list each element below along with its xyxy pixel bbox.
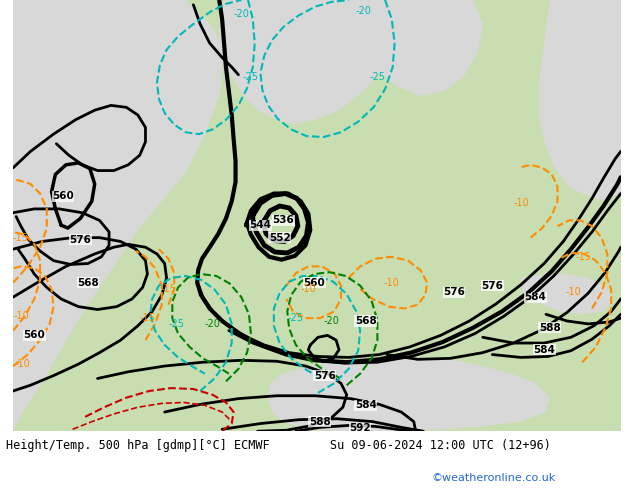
Text: 576: 576 bbox=[481, 281, 503, 291]
Text: Height/Temp. 500 hPa [gdmp][°C] ECMWF: Height/Temp. 500 hPa [gdmp][°C] ECMWF bbox=[6, 440, 270, 452]
Text: -15: -15 bbox=[576, 252, 592, 262]
Text: ©weatheronline.co.uk: ©weatheronline.co.uk bbox=[431, 473, 555, 483]
Text: -10: -10 bbox=[384, 278, 399, 288]
Text: -20: -20 bbox=[205, 319, 221, 329]
Text: -25: -25 bbox=[168, 319, 184, 329]
Text: -10: -10 bbox=[13, 311, 29, 321]
Text: 568: 568 bbox=[77, 278, 99, 288]
Polygon shape bbox=[267, 356, 550, 431]
Text: 568: 568 bbox=[355, 316, 377, 326]
Text: -10: -10 bbox=[566, 287, 581, 297]
Text: 560: 560 bbox=[52, 192, 74, 201]
Text: 592: 592 bbox=[349, 423, 371, 433]
Text: 588: 588 bbox=[539, 323, 560, 333]
Text: Su 09-06-2024 12:00 UTC (12+96): Su 09-06-2024 12:00 UTC (12+96) bbox=[330, 440, 550, 452]
Text: 552: 552 bbox=[269, 233, 290, 243]
Text: -25: -25 bbox=[288, 313, 304, 323]
Polygon shape bbox=[13, 0, 224, 431]
Text: 560: 560 bbox=[303, 278, 325, 288]
Text: -15: -15 bbox=[160, 284, 176, 294]
Text: -10: -10 bbox=[514, 198, 529, 208]
Text: -10: -10 bbox=[15, 359, 30, 369]
Text: 584: 584 bbox=[524, 292, 547, 302]
Text: -10: -10 bbox=[301, 284, 316, 294]
Text: -20: -20 bbox=[355, 6, 371, 17]
Text: 544: 544 bbox=[249, 220, 271, 230]
Text: -25: -25 bbox=[243, 72, 259, 82]
Text: 576: 576 bbox=[69, 235, 91, 245]
Text: -15: -15 bbox=[139, 313, 155, 323]
Polygon shape bbox=[219, 0, 406, 124]
Text: 576: 576 bbox=[314, 370, 335, 381]
Text: -25: -25 bbox=[370, 72, 385, 82]
Text: 584: 584 bbox=[533, 345, 555, 355]
Text: -15: -15 bbox=[13, 233, 29, 243]
Text: -20: -20 bbox=[323, 316, 339, 326]
Text: 588: 588 bbox=[309, 416, 331, 427]
Text: 576: 576 bbox=[443, 287, 465, 297]
Polygon shape bbox=[373, 0, 482, 96]
Text: -20: -20 bbox=[233, 9, 249, 20]
Polygon shape bbox=[521, 273, 612, 314]
Text: 584: 584 bbox=[355, 400, 377, 410]
Polygon shape bbox=[538, 0, 621, 201]
Text: 536: 536 bbox=[273, 216, 294, 225]
Text: 560: 560 bbox=[23, 330, 45, 341]
